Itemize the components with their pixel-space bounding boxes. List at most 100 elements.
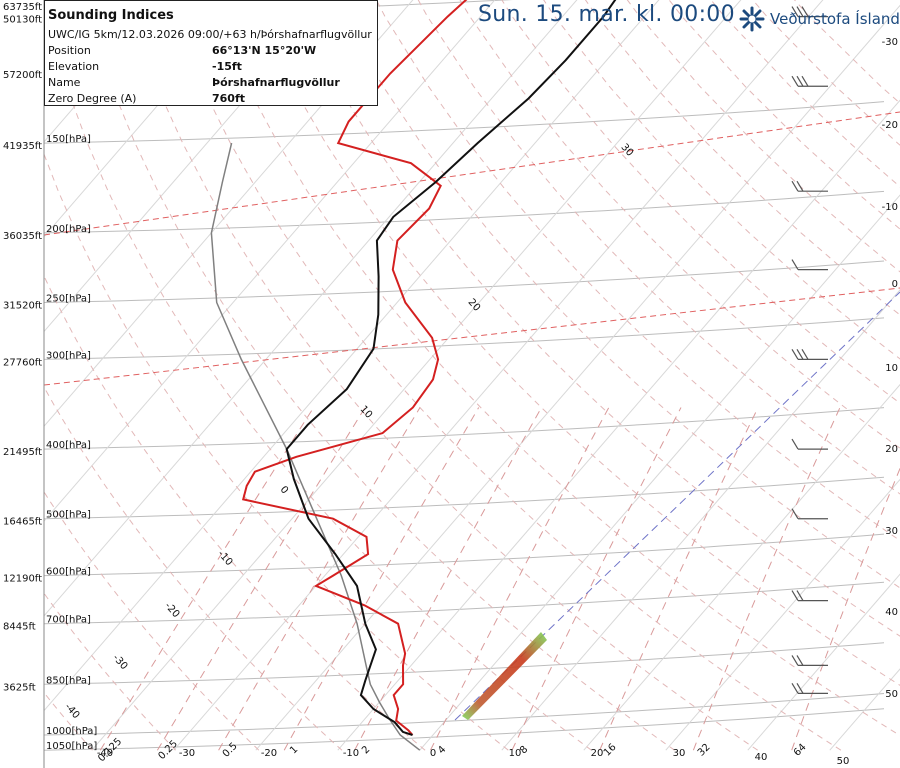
pressure-level-label: 400[hPa] bbox=[46, 440, 91, 451]
isotherm-line bbox=[44, 0, 86, 48]
wind-barb-flag bbox=[796, 6, 804, 17]
info-box-subtitle: UWC/IG 5km/12.03.2026 09:00/+63 h/Þórsha… bbox=[48, 28, 372, 41]
bottom-temperature-tick: 0 bbox=[430, 748, 436, 759]
mixing-ratio-tick: 2 bbox=[360, 744, 372, 756]
altitude-label: 63735ft bbox=[3, 2, 42, 13]
dry-adiabat-line bbox=[710, 0, 900, 188]
mixing-ratio-line bbox=[791, 467, 900, 751]
temperature-profile-line bbox=[241, 0, 468, 736]
isotherm-label: -40 bbox=[62, 702, 81, 722]
dry-adiabat-line bbox=[752, 0, 900, 146]
wind-barb-flag bbox=[791, 6, 799, 17]
dry-adiabat-line bbox=[459, 0, 900, 449]
vedurstofa-logo: Veðurstofa Íslands bbox=[738, 4, 900, 34]
isotherm-line bbox=[44, 0, 578, 617]
reference-line-upper bbox=[44, 111, 900, 236]
right-temperature-tick: 20 bbox=[885, 444, 898, 455]
right-temperature-tick: -20 bbox=[882, 120, 898, 131]
wind-barb bbox=[791, 508, 828, 520]
isotherm-line bbox=[44, 0, 496, 522]
dry-adiabat-line bbox=[501, 0, 900, 404]
isotherm-line bbox=[44, 0, 250, 238]
dry-adiabat-line bbox=[44, 592, 177, 751]
isobar-line bbox=[44, 260, 885, 303]
isobar-line bbox=[44, 581, 885, 625]
isotherm-line bbox=[255, 4, 900, 751]
bottom-temperature-tick: -10 bbox=[343, 748, 359, 759]
sounding-indices-box: Sounding Indices UWC/IG 5km/12.03.2026 0… bbox=[44, 0, 378, 106]
dry-adiabat-line bbox=[44, 274, 426, 751]
wind-barb-flag bbox=[791, 683, 799, 694]
dry-adiabat-line bbox=[44, 691, 93, 751]
dry-adiabat-line bbox=[417, 0, 900, 495]
isotherm-label: -20 bbox=[162, 601, 181, 621]
altitude-label: 12190ft bbox=[3, 574, 42, 585]
dry-adiabat-line bbox=[124, 0, 758, 751]
wind-barb bbox=[791, 180, 828, 192]
wind-barb-flag bbox=[801, 6, 809, 17]
pressure-level-label: 1000[hPa] bbox=[46, 726, 97, 737]
info-label-position: Position bbox=[48, 44, 91, 57]
reference-line-lower bbox=[44, 287, 900, 386]
wind-barb bbox=[791, 590, 828, 602]
pressure-level-label: 600[hPa] bbox=[46, 567, 91, 578]
wind-barb-flag bbox=[796, 75, 804, 87]
mixing-ratio-tick: 4 bbox=[436, 744, 448, 756]
pressure-level-label: 200[hPa] bbox=[46, 224, 91, 235]
isotherm-line bbox=[91, 0, 742, 751]
dry-adiabat-line bbox=[334, 0, 900, 589]
pressure-level-label: 150[hPa] bbox=[46, 134, 91, 145]
pressure-level-label: 500[hPa] bbox=[46, 510, 91, 521]
bottom-temperature-tick: 10 bbox=[509, 748, 522, 759]
dry-adiabat-line bbox=[44, 152, 509, 751]
dry-adiabat-line bbox=[44, 7, 592, 751]
dry-adiabat-line bbox=[208, 0, 900, 737]
wind-barb bbox=[791, 683, 828, 694]
wind-barb bbox=[791, 75, 828, 87]
wind-barb-flag bbox=[791, 180, 799, 192]
altitude-label: 50130ft bbox=[3, 15, 42, 26]
bottom-temperature-tick: -30 bbox=[179, 748, 195, 759]
right-temperature-tick: 40 bbox=[885, 607, 898, 618]
altitude-label: 21495ft bbox=[3, 447, 42, 458]
info-value-position: 66°13'N 15°20'W bbox=[212, 44, 317, 57]
isobar-line bbox=[44, 317, 885, 360]
bottom-temperature-tick: 30 bbox=[673, 748, 686, 759]
wind-barb-flag bbox=[791, 349, 799, 360]
altitude-label: 36035ft bbox=[3, 231, 42, 242]
isobar-line bbox=[44, 476, 885, 520]
isobar-line bbox=[44, 407, 885, 450]
dry-adiabat-line bbox=[543, 0, 900, 360]
isotherm-label: 30 bbox=[619, 142, 636, 159]
dewpoint-profile-line bbox=[285, 0, 617, 736]
plot-area bbox=[44, 0, 900, 751]
altitude-label: 8445ft bbox=[3, 622, 36, 633]
bottom-temperature-tick: 50 bbox=[837, 756, 850, 767]
pressure-level-label: 850[hPa] bbox=[46, 675, 91, 686]
isotherm-label: -10 bbox=[215, 549, 234, 569]
mixing-ratio-line bbox=[599, 407, 759, 751]
wind-barb-flag bbox=[796, 683, 804, 694]
right-temperature-tick: -10 bbox=[882, 202, 898, 213]
bottom-temperature-tick: 20 bbox=[591, 748, 604, 759]
wind-barb-flag bbox=[796, 655, 804, 666]
right-temperature-tick: 50 bbox=[885, 689, 898, 700]
wind-barb-flag bbox=[791, 508, 799, 520]
info-value-name: Þórshafnarflugvöllur bbox=[212, 76, 340, 89]
wind-barb-flag bbox=[791, 75, 799, 87]
mixing-ratio-tick: 1 bbox=[288, 744, 300, 756]
pressure-level-label: 700[hPa] bbox=[46, 615, 91, 626]
logo-text: Veðurstofa Íslands bbox=[770, 10, 900, 28]
isobar-line bbox=[44, 708, 885, 751]
isobar-line bbox=[44, 190, 885, 234]
isotherm-label: -30 bbox=[110, 653, 129, 673]
info-label-elevation: Elevation bbox=[48, 60, 100, 73]
isobar-line bbox=[44, 533, 885, 577]
wind-barb-flag bbox=[791, 259, 799, 270]
mixing-ratio-tick: 64 bbox=[792, 742, 809, 759]
bottom-temperature-tick: 40 bbox=[755, 752, 768, 763]
wind-barb bbox=[791, 259, 828, 271]
altitude-label: 31520ft bbox=[3, 300, 42, 311]
mixing-ratio-tick: 32 bbox=[696, 742, 713, 759]
